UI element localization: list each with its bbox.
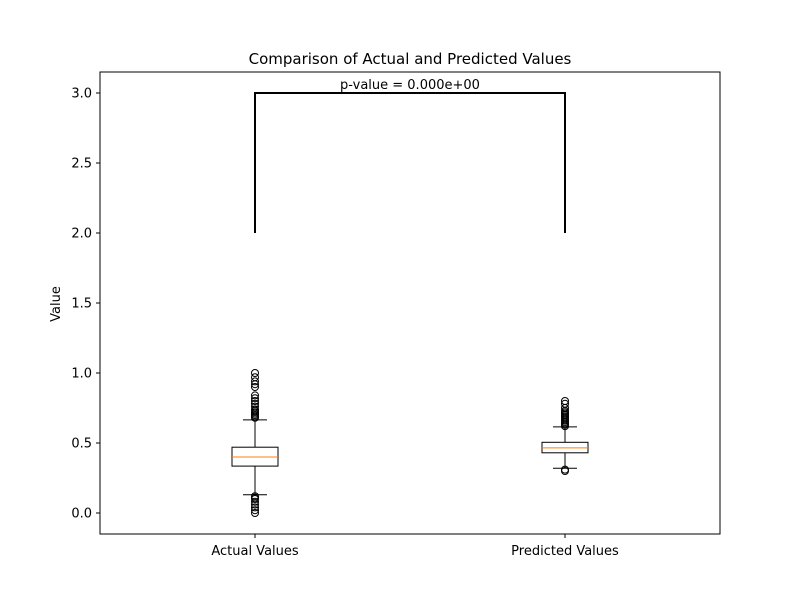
outlier-point <box>251 391 259 400</box>
outlier-point <box>251 503 259 512</box>
outlier-point <box>561 465 569 474</box>
y-axis: 0.0 0.5 1.0 1.5 2.0 2.5 3.0 <box>71 87 100 522</box>
y-tick-label: 0.0 <box>71 507 92 522</box>
outlier-point <box>251 399 259 408</box>
y-tick-label: 3.0 <box>71 87 92 102</box>
outlier-point <box>251 509 259 517</box>
outlier-point <box>561 399 569 408</box>
outlier-point <box>251 383 259 391</box>
x-tick-label: Predicted Values <box>511 544 619 559</box>
outlier-point <box>251 506 259 515</box>
chart-title: Comparison of Actual and Predicted Value… <box>249 50 572 68</box>
outlier-point <box>561 397 569 405</box>
y-tick-label: 2.5 <box>71 157 92 172</box>
outlier-point <box>251 405 259 414</box>
outlier-point <box>251 394 259 403</box>
box-series <box>231 369 589 517</box>
x-tick-label: Actual Values <box>211 544 299 559</box>
outlier-point <box>251 369 259 377</box>
y-tick-label: 1.5 <box>71 297 92 312</box>
outlier-point <box>251 377 259 386</box>
y-tick-label: 0.5 <box>71 437 92 452</box>
box-actual-values <box>231 369 279 517</box>
y-tick-label: 1.0 <box>71 367 92 382</box>
p-value-annotation: p-value = 0.000e+00 <box>340 78 480 93</box>
box-predicted-values <box>541 397 589 475</box>
outlier-point <box>251 497 259 506</box>
plot-area-frame <box>99 71 721 535</box>
y-tick-label: 2.0 <box>71 227 92 242</box>
x-axis: Actual Values Predicted Values <box>211 534 619 559</box>
outlier-point <box>251 373 259 382</box>
significance-bracket <box>254 92 566 233</box>
bracket-line <box>254 92 566 233</box>
outlier-point <box>251 402 259 411</box>
outlier-point <box>251 492 259 501</box>
outlier-point <box>251 397 259 405</box>
y-axis-label: Value <box>49 286 64 322</box>
